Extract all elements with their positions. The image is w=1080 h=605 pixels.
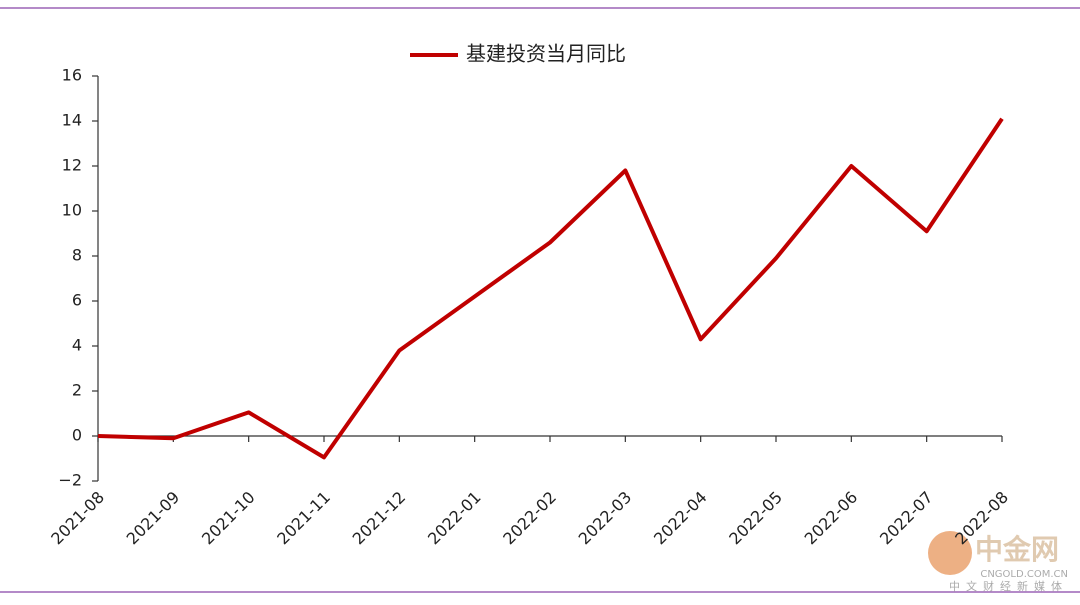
x-tick-label: 2022-06 [801,488,862,549]
watermark-site: CNGOLD.COM.CN [980,569,1068,580]
y-tick-label: 10 [62,201,82,220]
x-tick-label: 2021-09 [123,488,184,549]
watermark-logo: 中金网 [975,533,1059,566]
y-tick-label: −2 [58,471,82,490]
y-tick-label: 16 [62,66,82,85]
x-tick-label: 2021-08 [47,488,108,549]
line-series [97,117,1004,460]
x-tick-label: 2022-02 [499,488,560,549]
x-tick-label: 2022-04 [650,488,711,549]
x-tick-label: 2022-05 [725,488,786,549]
x-tick-label: 2022-07 [876,488,937,549]
y-tick-label: 4 [72,336,82,355]
y-tick-label: 6 [72,291,82,310]
watermark-slogan: 中文财经新媒体 [949,579,1068,593]
y-tick-label: 12 [62,156,82,175]
y-tick-label: 8 [72,246,82,265]
x-tick-label: 2022-01 [424,488,485,549]
x-tick-label: 2021-11 [273,488,334,549]
legend-label: 基建投资当月同比 [466,42,626,66]
x-tick-label: 2022-03 [575,488,636,549]
y-tick-label: 0 [72,426,82,445]
x-tick-label: 2021-12 [349,488,410,549]
y-tick-label: 14 [62,111,82,130]
y-tick-label: 2 [72,381,82,400]
watermark: 中金网 CNGOLD.COM.CN 中文财经新媒体 [928,531,1068,593]
x-tick-label: 2021-10 [198,488,259,549]
watermark-icon [928,531,972,575]
